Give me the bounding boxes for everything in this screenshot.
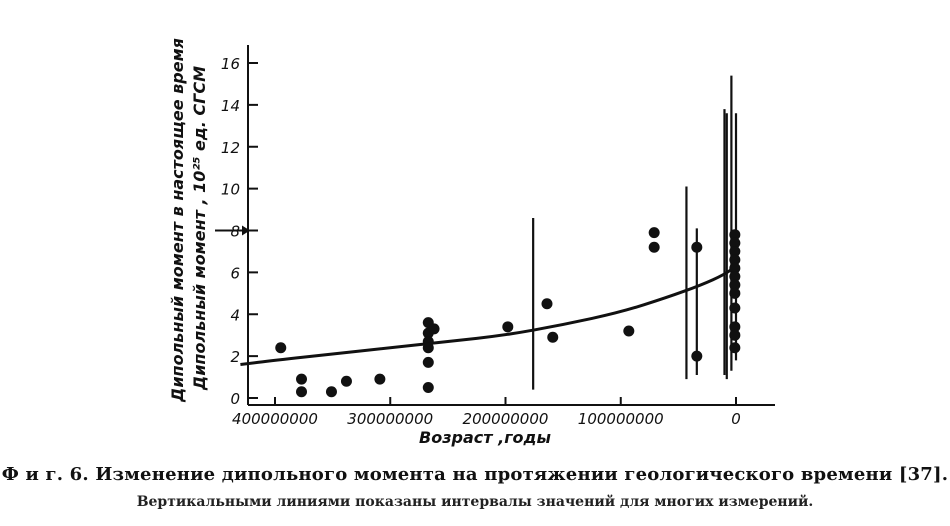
x-tick-label: 400000000 [232,410,318,428]
data-point [325,386,337,398]
data-point [729,329,741,341]
trend-curve-group [240,264,737,366]
data-point [729,271,741,283]
figure-caption: Ф и г. 6. Изменение дипольного момента н… [1,464,949,485]
data-point [729,237,741,249]
x-ticks: 400000000 300000000 200000000 100000000 0 [232,397,741,428]
x-tick-label: 300000000 [347,410,433,428]
present-value-marker [215,225,250,236]
data-point [422,382,434,394]
range-lines [532,75,738,390]
y-tick-label: 16 [221,55,240,73]
data-point [729,229,741,241]
y-tick-label: 2 [230,348,240,366]
data-point [729,342,741,354]
data-point [296,386,308,398]
data-point [729,321,741,333]
data-point [547,331,559,343]
x-tick-label: 200000000 [463,410,549,428]
data-point [422,342,434,354]
data-point [623,325,635,337]
y-tick-label: 12 [221,139,240,157]
data-point [729,287,741,299]
data-point [729,279,741,291]
data-point [691,350,703,362]
data-point [648,241,660,253]
x-tick-label: 100000000 [578,410,664,428]
y-tick-label: 4 [230,306,240,324]
y-tick-label: 0 [230,390,240,408]
data-point [374,373,386,385]
data-point [428,323,440,335]
data-point [729,262,741,274]
data-point [648,227,660,239]
x-tick-label: 0 [731,410,741,428]
data-point [422,356,434,368]
data-point [729,254,741,266]
data-point [340,375,352,387]
trend-curve [240,264,737,366]
data-point [275,342,287,354]
data-point [502,321,514,333]
data-points [275,227,741,398]
y-tick-label: 6 [230,264,240,282]
y-tick-label: 14 [221,97,240,115]
data-point [691,241,703,253]
data-point [296,373,308,385]
data-point [729,245,741,257]
y-axis-label-line2: Дипольный момент , 10²⁵ ед. СГСМ [190,66,209,391]
y-axis-label-line1: Дипольный момент в настоящее время [168,38,187,403]
data-point [729,302,741,314]
present-marker-arrow [242,225,250,236]
y-tick-label: 10 [221,181,240,199]
figure-subcaption: Вертикальными линиями показаны интервалы… [136,494,814,510]
x-axis-label: Возраст ,годы [419,428,551,447]
data-point [541,298,553,310]
